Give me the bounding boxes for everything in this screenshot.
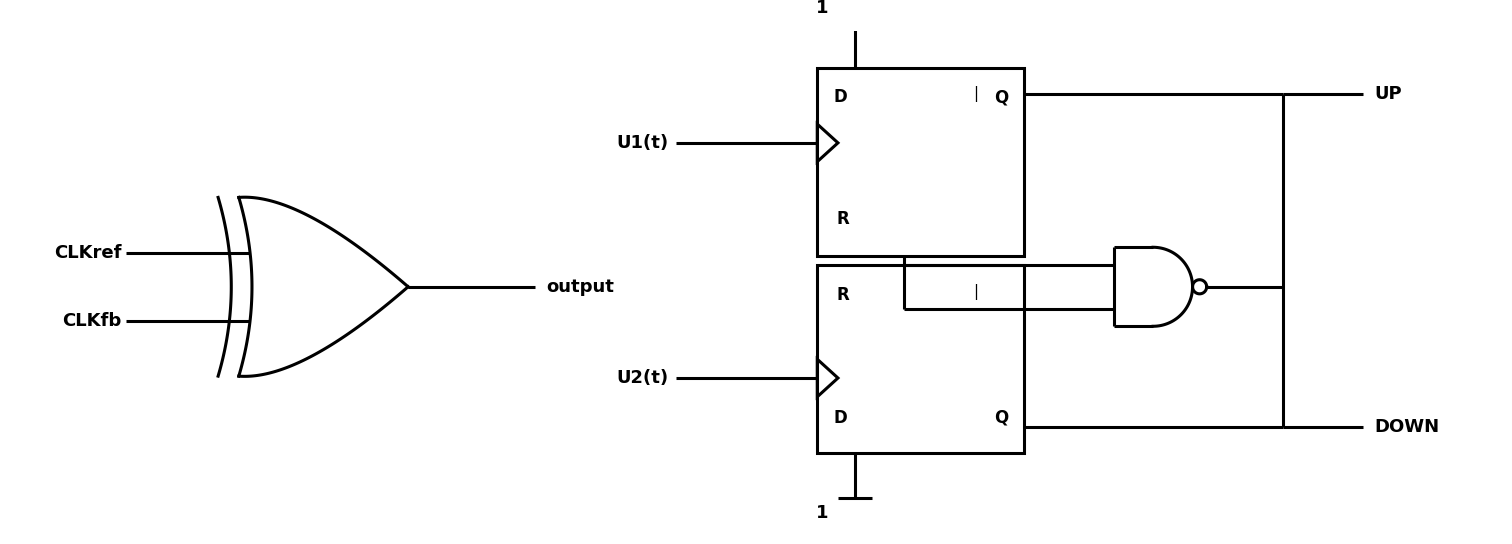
Text: CLKfb: CLKfb bbox=[62, 312, 121, 330]
Text: D: D bbox=[833, 409, 847, 427]
Text: R: R bbox=[836, 286, 848, 304]
Text: U1(t): U1(t) bbox=[617, 134, 668, 152]
Bar bbox=[818, 67, 1024, 256]
Text: Q: Q bbox=[993, 88, 1009, 106]
Text: CLKref: CLKref bbox=[54, 244, 121, 262]
Text: UP: UP bbox=[1374, 85, 1402, 103]
Bar bbox=[818, 265, 1024, 453]
Text: R: R bbox=[836, 209, 848, 227]
Text: 1: 1 bbox=[816, 504, 829, 522]
Text: 1: 1 bbox=[816, 0, 829, 17]
Text: D: D bbox=[833, 88, 847, 106]
Text: |: | bbox=[972, 86, 978, 102]
Text: |: | bbox=[972, 284, 978, 300]
Text: DOWN: DOWN bbox=[1374, 418, 1439, 436]
Text: output: output bbox=[546, 278, 614, 296]
Text: U2(t): U2(t) bbox=[617, 369, 668, 387]
Text: Q: Q bbox=[993, 409, 1009, 427]
